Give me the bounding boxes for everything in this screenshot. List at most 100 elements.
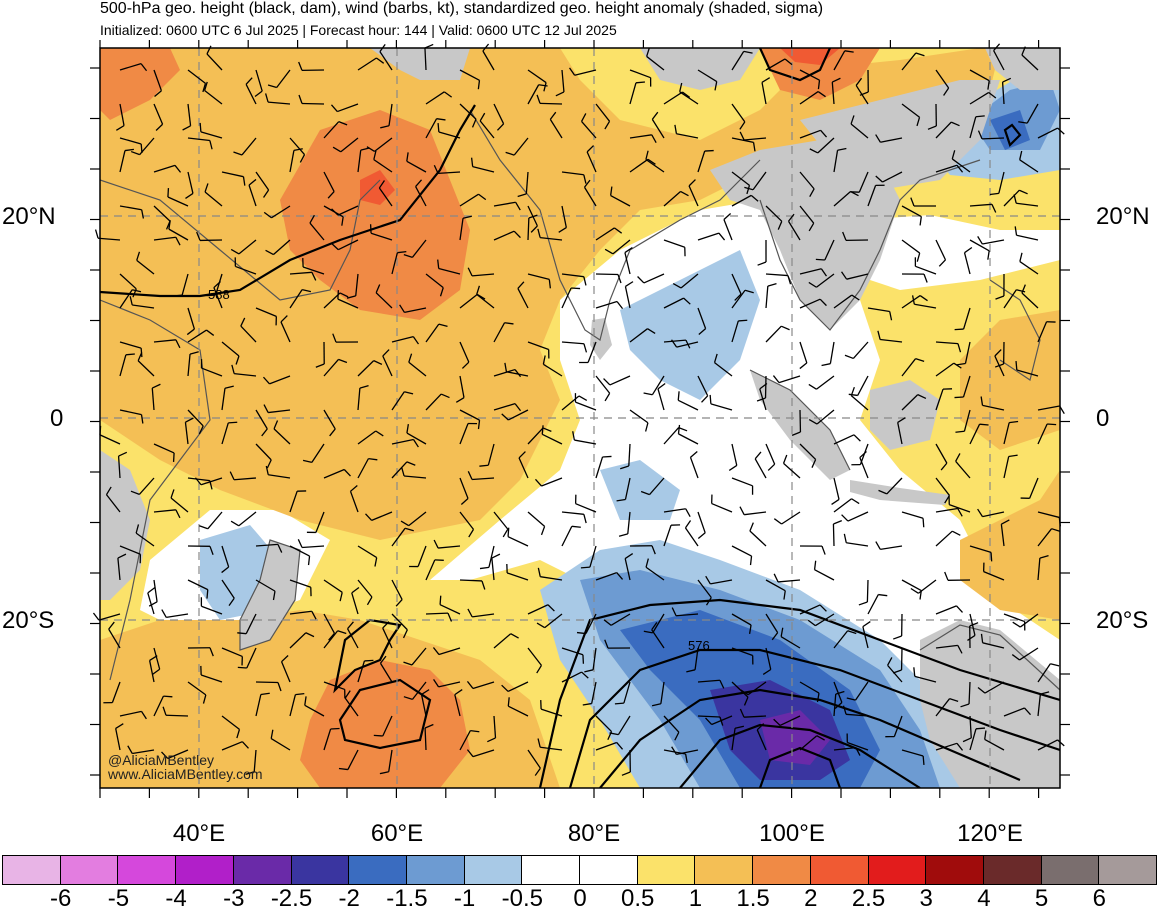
wind-barb — [843, 533, 869, 547]
wind-barb — [595, 455, 612, 479]
wind-barb — [616, 477, 631, 502]
wind-barb — [351, 586, 360, 615]
wind-barb — [184, 417, 194, 445]
colorbar-swatch — [521, 855, 581, 885]
wind-barb — [935, 69, 950, 96]
colorbar-label: 2 — [804, 885, 818, 912]
wind-barb — [1037, 321, 1056, 343]
wind-barb — [969, 115, 985, 139]
wind-barb — [186, 307, 196, 336]
wind-barb — [848, 375, 869, 397]
wind-barb — [1037, 739, 1065, 751]
contour-588-low — [338, 678, 432, 750]
colorbar-label: 1 — [688, 885, 703, 912]
anomaly-positive-1-east — [960, 470, 1060, 620]
wind-barb — [196, 231, 223, 242]
wind-barb — [651, 622, 665, 649]
wind-barb — [618, 511, 631, 537]
wind-barb — [491, 553, 501, 581]
wind-barb — [119, 148, 134, 173]
wind-barb — [153, 69, 163, 98]
wind-barb — [467, 267, 495, 277]
wind-barb — [401, 467, 427, 479]
wind-barb — [558, 205, 567, 233]
lon-label-100e: 100°E — [759, 820, 825, 847]
wind-barb — [671, 746, 699, 755]
wind-barb — [375, 284, 393, 309]
wind-barb — [136, 251, 155, 275]
wind-barb — [910, 197, 937, 207]
coast-seasia — [759, 159, 981, 331]
wind-barb — [799, 91, 826, 105]
wind-barb — [807, 613, 835, 627]
wind-barb — [799, 604, 827, 615]
wind-barb — [561, 171, 587, 184]
wind-barb — [813, 560, 835, 581]
colorbar-swatch — [809, 855, 869, 885]
wind-barb — [365, 511, 393, 521]
wind-barb — [643, 613, 665, 634]
wind-barb — [621, 749, 631, 776]
wind-barb — [850, 386, 869, 411]
colorbar-label: 2.5 — [851, 885, 886, 912]
wind-barb — [859, 451, 869, 479]
wind-barb — [705, 575, 733, 585]
wind-barb — [119, 710, 147, 720]
wind-barb — [1003, 289, 1026, 309]
wind-barb — [620, 443, 631, 470]
wind-barb — [357, 147, 370, 173]
wind-barb — [731, 725, 745, 751]
wind-barb — [731, 273, 742, 301]
wind-barb — [297, 539, 325, 549]
wind-barb — [289, 579, 312, 597]
wind-barb — [944, 571, 971, 581]
wind-barb — [379, 749, 393, 775]
wind-barb — [935, 742, 964, 751]
colorbar-label: -5 — [107, 885, 130, 912]
wind-barb — [506, 563, 529, 581]
wind-barb — [518, 451, 529, 479]
wind-barb — [391, 438, 419, 448]
wind-barb — [561, 647, 585, 664]
colorbar-swatch — [290, 855, 350, 885]
wind-barb — [135, 524, 155, 547]
wind-barb — [773, 715, 801, 727]
wind-barb — [382, 349, 393, 377]
wind-barb — [833, 190, 859, 207]
wind-barb — [501, 681, 529, 693]
wind-barb — [346, 621, 359, 649]
wind-barb — [731, 171, 751, 195]
wind-barb — [406, 152, 427, 173]
wind-barb — [983, 562, 1005, 581]
wind-barb — [349, 484, 359, 513]
wind-barb — [875, 171, 903, 183]
wind-barb — [130, 477, 155, 496]
wind-barb — [200, 597, 223, 615]
wind-barb — [833, 147, 847, 173]
wind-barb — [194, 477, 223, 486]
wind-barb — [935, 644, 963, 654]
wind-barb — [791, 409, 802, 436]
wind-barb — [841, 511, 869, 522]
wind-barb — [549, 111, 563, 139]
wind-barb — [206, 273, 223, 297]
wind-barb — [582, 681, 597, 706]
colorbar-swatch — [2, 855, 61, 885]
wind-barb — [799, 205, 815, 232]
wind-barb — [749, 522, 767, 547]
map-title: 500-hPa geo. height (black, dam), wind (… — [100, 0, 824, 17]
wind-barb — [867, 184, 885, 207]
wind-barb — [583, 179, 597, 207]
wind-barb — [323, 727, 340, 751]
terrain-mask-tibet — [640, 48, 760, 90]
wind-barb — [1013, 194, 1039, 207]
wind-barb — [995, 273, 1005, 300]
wind-barb — [408, 353, 427, 377]
wind-barb — [977, 130, 1005, 140]
wind-barb — [338, 749, 359, 771]
wind-barb — [221, 647, 243, 666]
wind-barb — [391, 391, 414, 411]
wind-barb — [527, 205, 538, 233]
wind-barb — [187, 579, 209, 599]
anomaly-positive-1-phil — [960, 310, 1060, 450]
